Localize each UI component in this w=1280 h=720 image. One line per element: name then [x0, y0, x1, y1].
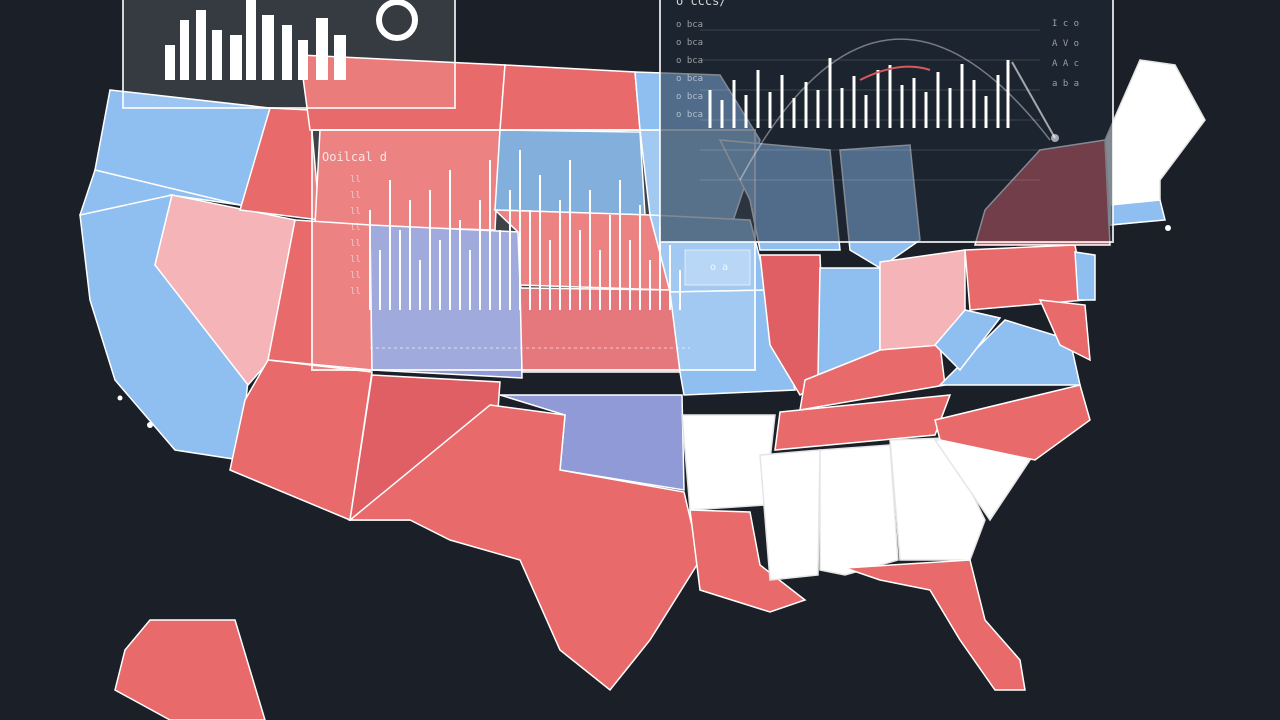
- ring-icon: [376, 0, 418, 41]
- state-missouri: [669, 289, 796, 396]
- tick-label: ll: [350, 207, 361, 217]
- panel-center-chip-label: o a: [710, 262, 729, 273]
- island-dot: [147, 422, 153, 428]
- tick-label: ll: [350, 287, 361, 297]
- panel-top-right-arc: [739, 38, 1051, 181]
- state-alabama: [819, 444, 899, 576]
- state-tennessee: [774, 394, 952, 451]
- tick-label: o bca: [676, 20, 704, 30]
- tick-label: ll: [350, 255, 361, 265]
- state-georgia: [889, 437, 986, 561]
- state-kentucky: [799, 344, 946, 411]
- tick-label: ll: [350, 223, 361, 233]
- state-texas: [347, 404, 701, 692]
- state-alaska: [114, 619, 266, 720]
- panel-top-right-pointer: [1011, 61, 1056, 139]
- island-dot: [117, 395, 123, 401]
- panel-top-right-label: o cccs/: [676, 0, 727, 8]
- tick-label: o bca: [676, 38, 704, 48]
- tick-label: I c o: [1052, 19, 1080, 29]
- tick-label: a b a: [1052, 79, 1080, 89]
- tick-label: o bca: [676, 110, 704, 120]
- tick-label: o bca: [676, 74, 704, 84]
- tick-label: o bca: [676, 92, 704, 102]
- state-pennsylvania: [964, 244, 1086, 311]
- state-north-carolina: [934, 384, 1091, 461]
- state-oklahoma: [499, 394, 685, 491]
- panel-top-right-bars: [708, 58, 1010, 128]
- state-nebraska: [493, 209, 671, 291]
- state-louisiana: [689, 509, 807, 613]
- state-colorado: [369, 224, 523, 379]
- state-maryland: [1038, 299, 1091, 362]
- panel-center-bars: [369, 150, 681, 310]
- panel-far-right-tick-column: I c o A V o A A c a b a: [1052, 14, 1079, 94]
- tick-label: ll: [350, 239, 361, 249]
- state-new-jersey: [1074, 251, 1096, 301]
- tick-label: A A c: [1052, 59, 1080, 69]
- panel-top-right-tick-column: o bca o bca o bca o bca o bca o bca: [676, 16, 703, 124]
- state-north-dakota: [499, 64, 641, 131]
- panel-top-right-pointer-dot: [1051, 134, 1059, 142]
- panel-center-chip: [684, 249, 751, 286]
- tick-label: ll: [350, 191, 361, 201]
- state-nevada: [154, 194, 296, 387]
- state-florida: [844, 559, 1026, 691]
- panel-top-right-accent-arc: [859, 65, 931, 81]
- tick-label: ll: [350, 175, 361, 185]
- island-dot: [1165, 225, 1171, 231]
- state-massachusetts: [1109, 199, 1166, 226]
- panel-center-tick-column: ll ll ll ll ll ll ll ll: [350, 172, 361, 300]
- tick-label: o bca: [676, 56, 704, 66]
- tick-label: ll: [350, 271, 361, 281]
- state-arizona: [229, 359, 373, 522]
- panel-top-left-bars: [165, 0, 346, 80]
- tick-label: A V o: [1052, 39, 1080, 49]
- panel-center-label: Ooilcal d: [322, 150, 388, 164]
- state-west-virginia: [933, 309, 1002, 372]
- state-mississippi: [759, 449, 821, 581]
